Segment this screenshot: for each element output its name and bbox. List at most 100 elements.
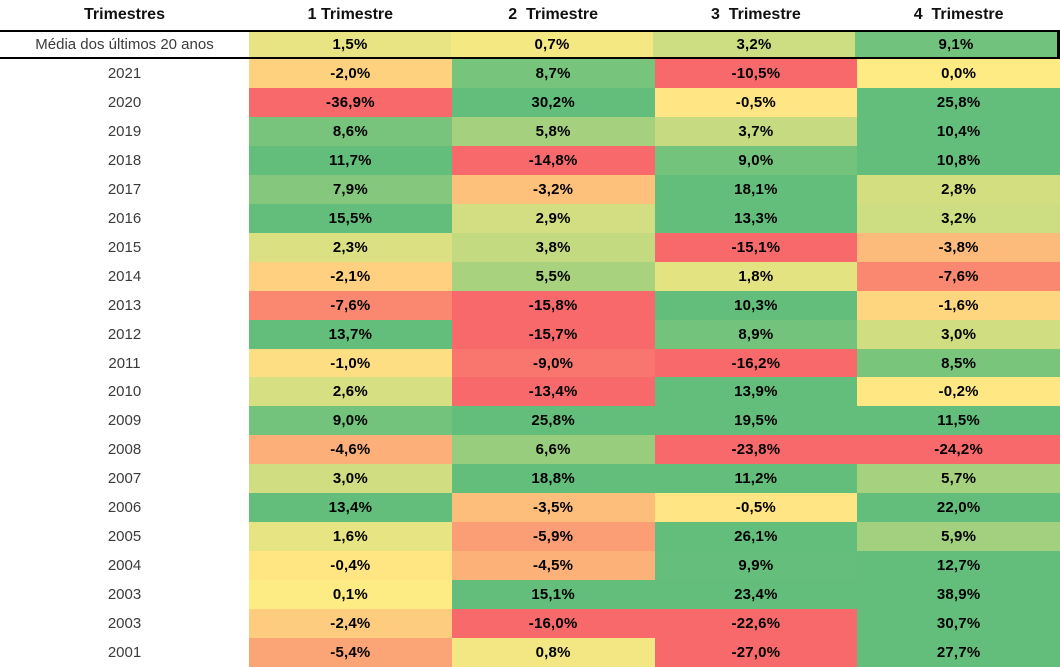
row-label: 2006 bbox=[107, 499, 142, 517]
heatmap-cell: 8,6% bbox=[249, 116, 452, 146]
heatmap-cell: 3,7% bbox=[654, 116, 858, 146]
heatmap-cell: -2,1% bbox=[249, 261, 452, 291]
heatmap-cell: -10,5% bbox=[654, 59, 858, 88]
table-row: 2007 3,0% 18,8% 11,2% 5,7% bbox=[0, 464, 1060, 494]
table-row: 2020 -36,9% 30,2% -0,5% 25,8% bbox=[0, 87, 1060, 117]
row-label: 2019 bbox=[107, 122, 142, 140]
heatmap-cell: 13,7% bbox=[249, 319, 452, 349]
row-label: 2018 bbox=[107, 151, 142, 169]
row-label: 2001 bbox=[107, 644, 142, 662]
table-row: 2019 8,6% 5,8% 3,7% 10,4% bbox=[0, 116, 1060, 146]
heatmap-cell: 3,8% bbox=[451, 232, 655, 262]
heatmap-cell: -2,0% bbox=[249, 59, 452, 88]
heatmap-cell: 3,0% bbox=[857, 319, 1060, 349]
heatmap-cell: 30,2% bbox=[451, 87, 655, 117]
heatmap-cell: 3,2% bbox=[653, 32, 855, 57]
heatmap-cell: -5,9% bbox=[451, 522, 655, 552]
heatmap-cell: -13,4% bbox=[451, 377, 655, 407]
heatmap-cell: 0,0% bbox=[857, 59, 1060, 88]
table-row: 2010 2,6% -13,4% 13,9% -0,2% bbox=[0, 377, 1060, 407]
row-label: 2010 bbox=[107, 383, 142, 401]
heatmap-cell: -3,8% bbox=[857, 232, 1060, 262]
heatmap-cell: 13,3% bbox=[654, 203, 858, 233]
heatmap-cell: -3,5% bbox=[451, 493, 655, 523]
heatmap-cell: 8,5% bbox=[857, 348, 1060, 378]
heatmap-cell: -0,2% bbox=[857, 377, 1060, 407]
table-row: 2001 -5,4% 0,8% -27,0% 27,7% bbox=[0, 638, 1060, 667]
heatmap-cell: 9,0% bbox=[249, 406, 452, 436]
heatmap-cell: 10,3% bbox=[654, 290, 858, 320]
row-label: 2004 bbox=[107, 557, 142, 575]
heatmap-cell: 3,0% bbox=[249, 464, 452, 494]
table-row: 2021 -2,0% 8,7% -10,5% 0,0% bbox=[0, 59, 1060, 88]
table-row: 2015 2,3% 3,8% -15,1% -3,8% bbox=[0, 232, 1060, 262]
column-header-q1: 1 Trimestre bbox=[307, 6, 394, 23]
table-row: 2011 -1,0% -9,0% -16,2% 8,5% bbox=[0, 348, 1060, 378]
heatmap-cell: 11,7% bbox=[249, 145, 452, 175]
heatmap-cell: 30,7% bbox=[857, 609, 1060, 639]
heatmap-cell: 27,7% bbox=[857, 638, 1060, 667]
column-header-q3: 3 Trimestre bbox=[710, 6, 801, 23]
heatmap-cell: 13,4% bbox=[249, 493, 452, 523]
table-row: 2005 1,6% -5,9% 26,1% 5,9% bbox=[0, 522, 1060, 552]
heatmap-cell: -27,0% bbox=[654, 638, 858, 667]
heatmap-cell: 2,9% bbox=[451, 203, 655, 233]
table-row: 2003 -2,4% -16,0% -22,6% 30,7% bbox=[0, 609, 1060, 639]
row-label: 2011 bbox=[108, 354, 141, 372]
heatmap-cell: -14,8% bbox=[451, 145, 655, 175]
heatmap-cell: -24,2% bbox=[857, 435, 1060, 465]
heatmap-cell: -7,6% bbox=[249, 290, 452, 320]
heatmap-cell: 12,7% bbox=[857, 551, 1060, 581]
column-header-trimestres: Trimestres bbox=[84, 6, 165, 23]
heatmap-cell: 9,1% bbox=[855, 32, 1057, 57]
heatmap-cell: -4,5% bbox=[451, 551, 655, 581]
row-label: Média dos últimos 20 anos bbox=[35, 36, 214, 53]
column-header-q2: 2 Trimestre bbox=[508, 6, 599, 23]
row-label: 2015 bbox=[107, 238, 142, 256]
row-label: 2020 bbox=[107, 93, 142, 111]
table-row: 2017 7,9% -3,2% 18,1% 2,8% bbox=[0, 174, 1060, 204]
header-row: Trimestres 1 Trimestre 2 Trimestre 3 Tri… bbox=[0, 0, 1060, 30]
heatmap-cell: -22,6% bbox=[654, 609, 858, 639]
heatmap-cell: -0,4% bbox=[249, 551, 452, 581]
table-row: 2018 11,7% -14,8% 9,0% 10,8% bbox=[0, 145, 1060, 175]
heatmap-cell: 5,9% bbox=[857, 522, 1060, 552]
heatmap-cell: -7,6% bbox=[857, 261, 1060, 291]
heatmap-cell: 0,1% bbox=[249, 580, 452, 610]
row-label: 2007 bbox=[107, 470, 142, 488]
heatmap-cell: -15,7% bbox=[451, 319, 655, 349]
heatmap-cell: 9,0% bbox=[654, 145, 858, 175]
heatmap-cell: 26,1% bbox=[654, 522, 858, 552]
row-label: 2009 bbox=[107, 412, 142, 430]
heatmap-cell: 10,4% bbox=[857, 116, 1060, 146]
heatmap-cell: -9,0% bbox=[451, 348, 655, 378]
heatmap-cell: 11,2% bbox=[654, 464, 858, 494]
heatmap-cell: -0,5% bbox=[654, 87, 858, 117]
heatmap-cell: -3,2% bbox=[451, 174, 655, 204]
row-label: 2005 bbox=[107, 528, 142, 546]
heatmap-cell: 5,8% bbox=[451, 116, 655, 146]
heatmap-cell: 1,6% bbox=[249, 522, 452, 552]
table-row: 2004 -0,4% -4,5% 9,9% 12,7% bbox=[0, 551, 1060, 581]
heatmap-cell: -4,6% bbox=[249, 435, 452, 465]
heatmap-cell: -16,2% bbox=[654, 348, 858, 378]
heatmap-cell: 25,8% bbox=[857, 87, 1060, 117]
heatmap-cell: 18,8% bbox=[451, 464, 655, 494]
row-label: 2012 bbox=[107, 325, 142, 343]
column-header-q4: 4 Trimestre bbox=[913, 6, 1004, 23]
row-label: 2008 bbox=[107, 441, 142, 459]
table-row: 2003 0,1% 15,1% 23,4% 38,9% bbox=[0, 580, 1060, 610]
table-row: 2016 15,5% 2,9% 13,3% 3,2% bbox=[0, 203, 1060, 233]
heatmap-cell: 7,9% bbox=[249, 174, 452, 204]
heatmap-cell: 1,8% bbox=[654, 261, 858, 291]
row-label: 2014 bbox=[107, 267, 142, 285]
heatmap-cell: 9,9% bbox=[654, 551, 858, 581]
heatmap-cell: 19,5% bbox=[654, 406, 858, 436]
heatmap-cell: 38,9% bbox=[857, 580, 1060, 610]
heatmap-cell: -0,5% bbox=[654, 493, 858, 523]
heatmap-cell: -23,8% bbox=[654, 435, 858, 465]
average-row: Média dos últimos 20 anos 1,5% 0,7% 3,2% 9,1… bbox=[0, 30, 1060, 59]
heatmap-cell: 13,9% bbox=[654, 377, 858, 407]
table-row: 2008 -4,6% 6,6% -23,8% -24,2% bbox=[0, 435, 1060, 465]
